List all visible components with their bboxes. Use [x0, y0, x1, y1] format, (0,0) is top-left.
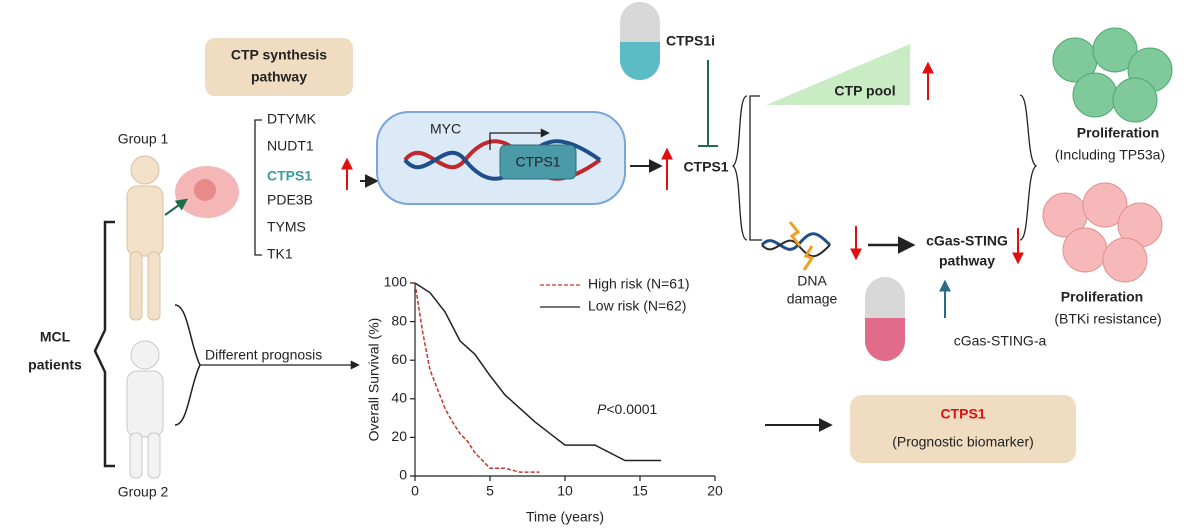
y-axis-label: Overall Survival (%): [366, 318, 382, 442]
outcome-note: (Including TP53a): [1055, 147, 1165, 163]
cells-pink: [1042, 182, 1163, 283]
sting-label: cGas-STING: [926, 233, 1008, 249]
outcome-note: (BTKi resistance): [1054, 311, 1161, 327]
pill: [865, 318, 905, 361]
patients-label: MCL: [40, 329, 71, 345]
bracket: [93, 220, 115, 468]
agonist-label: cGas-STING-a: [954, 333, 1047, 349]
target-label: CTPS1: [683, 159, 728, 175]
damage: [788, 221, 815, 271]
outcome-title: Proliferation: [1077, 125, 1159, 141]
gene-label: TK1: [267, 246, 293, 262]
cell-gene: CTPS1: [515, 154, 560, 170]
y-tick-label: 20: [391, 428, 407, 444]
arrow: [164, 198, 188, 216]
km-curve: [414, 282, 540, 473]
biomarker-title: CTPS1: [940, 406, 985, 422]
y-tick-label: 100: [384, 274, 408, 290]
x-tick-label: 10: [557, 483, 573, 499]
bracket: [174, 304, 201, 426]
biomarker-box: [850, 395, 1076, 463]
inhibitor-label: CTPS1i: [666, 33, 715, 49]
x-tick-label: 0: [411, 483, 419, 499]
group-label: Group 2: [118, 484, 169, 500]
pill: [620, 42, 660, 80]
gene-label: NUDT1: [267, 138, 314, 154]
bracket: [1019, 94, 1038, 241]
patients-label: patients: [28, 357, 82, 373]
x-tick-label: 20: [707, 483, 723, 499]
bracket: [731, 95, 748, 241]
biomarker-note: (Prognostic biomarker): [892, 434, 1034, 450]
annotation-italic: P: [597, 401, 607, 417]
legend-label: Low risk (N=62): [588, 298, 686, 314]
tumor: [175, 166, 239, 218]
gene-label: DTYMK: [267, 111, 317, 127]
bracket: [254, 119, 262, 256]
dna-damage-label: DNA: [797, 273, 827, 289]
km-curve: [414, 282, 661, 462]
patient-figure: [126, 340, 164, 479]
y-tick-label: 60: [391, 351, 407, 367]
arrow: [489, 128, 550, 150]
outcome-title: Proliferation: [1061, 289, 1143, 305]
annotation-text: <0.0001: [606, 401, 657, 417]
sting-label: pathway: [939, 253, 995, 269]
x-tick-label: 5: [486, 483, 494, 499]
y-tick-label: 0: [399, 467, 407, 483]
inhibition: [698, 60, 718, 147]
cell-myc: MYC: [430, 121, 461, 137]
prognosis-label: Different prognosis: [205, 347, 322, 363]
legend-label: High risk (N=61): [588, 276, 690, 292]
cells-green: [1052, 27, 1173, 123]
gene-label: PDE3B: [267, 192, 313, 208]
dna-damage-label: damage: [787, 291, 838, 307]
annotation: P<0.0001: [597, 401, 658, 417]
ctp-pool-label: CTP pool: [834, 83, 895, 99]
pathway-label: CTP synthesis: [231, 47, 327, 63]
pathway-label: pathway: [251, 69, 307, 85]
x-axis-label: Time (years): [526, 509, 604, 525]
bracket: [749, 95, 762, 241]
dna: [403, 139, 602, 181]
group-label: Group 1: [118, 131, 169, 147]
km-chart: 0 5 10 15 20 0 20 40 60 80 100 Time (years) Overall …: [366, 274, 723, 525]
patient-figure: [126, 155, 164, 321]
gene-box: [499, 144, 577, 180]
x-tick-label: 15: [632, 483, 648, 499]
ctp-pool: [766, 44, 910, 105]
y-tick-label: 40: [391, 390, 407, 406]
gene-label: TYMS: [267, 219, 306, 235]
y-tick-label: 80: [391, 312, 407, 328]
gene-label: CTPS1: [267, 168, 312, 184]
pathway-box: [205, 38, 353, 96]
